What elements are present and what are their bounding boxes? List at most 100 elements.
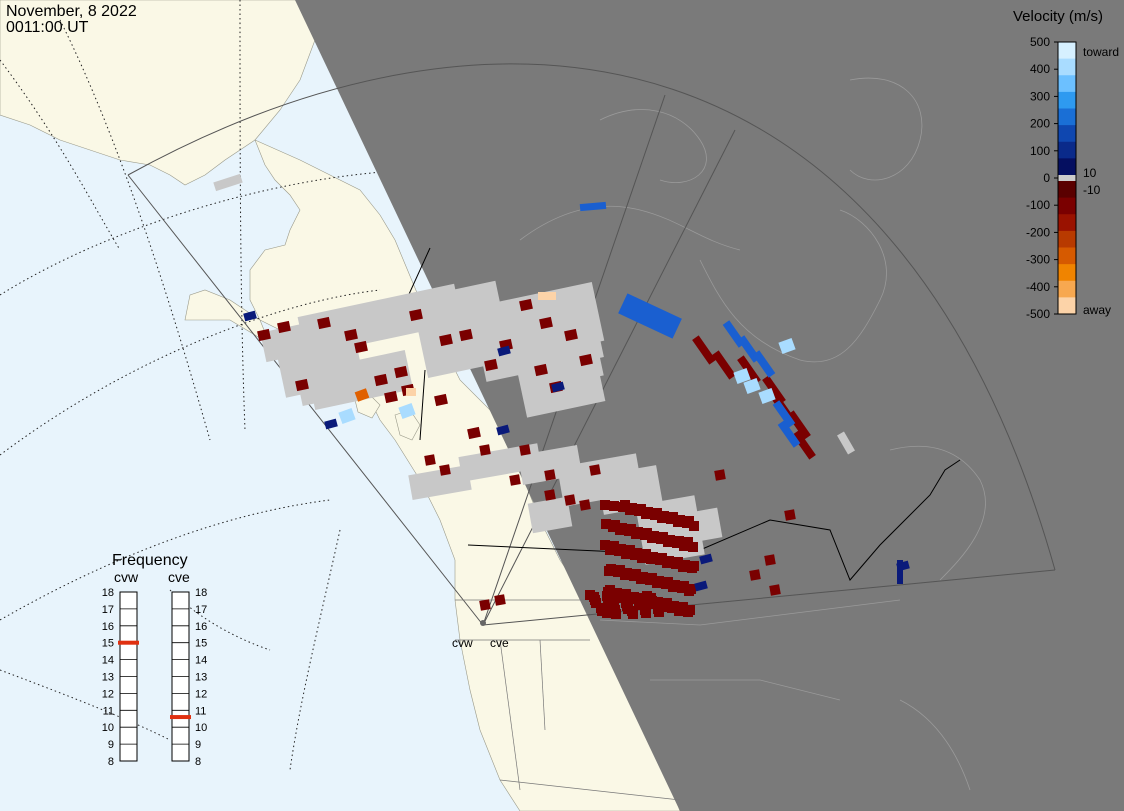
colorbar-swatch — [1058, 230, 1076, 248]
freq-tick-label: 9 — [195, 739, 201, 751]
scatter-cell — [600, 500, 610, 510]
scatter-cell — [439, 333, 453, 347]
scatter-cell — [277, 320, 291, 334]
colorbar-swatch — [1058, 181, 1076, 199]
scatter-cell — [459, 328, 473, 342]
freq-tick-label: 15 — [102, 638, 114, 650]
scatter-cell — [683, 537, 693, 547]
scatter-cell — [662, 598, 672, 608]
scatter-cell — [354, 388, 370, 402]
radar-sites: cvw cve — [452, 620, 509, 650]
freq-radar-right: cve — [168, 569, 190, 585]
colorbar-zero-band — [1058, 175, 1076, 181]
scatter-cell — [338, 407, 356, 425]
colorbar-tick-label: -200 — [1026, 225, 1050, 239]
scatter-cell — [684, 516, 694, 526]
scatter-cell — [551, 381, 565, 393]
colorbar-swatch — [1058, 91, 1076, 109]
scatter-cell — [509, 474, 521, 486]
scatter-cell — [354, 340, 368, 354]
scatter-cell — [406, 388, 416, 396]
scatter-cell — [625, 545, 635, 555]
scatter-cell — [733, 367, 751, 385]
scatter-cell — [658, 532, 668, 542]
scatter-cell — [778, 337, 796, 355]
freq-tick-label: 8 — [195, 756, 201, 768]
colorbar-tick-label: -400 — [1026, 280, 1050, 294]
pos-threshold-label: 10 — [1083, 166, 1097, 180]
scatter-cell — [627, 503, 637, 513]
colorbar-swatch — [1058, 297, 1076, 315]
scatter-cell — [616, 544, 626, 554]
scatter-cell — [589, 592, 599, 602]
scatter-cell — [606, 564, 616, 574]
freq-tick-label: 16 — [195, 621, 207, 633]
scatter-cell — [687, 507, 723, 543]
scatter-cell — [665, 535, 675, 545]
scatter-cell — [605, 585, 615, 595]
radar-label-cve: cve — [490, 636, 509, 650]
freq-tick-label: 15 — [195, 638, 207, 650]
night-shading — [295, 0, 1124, 811]
scatter-cell — [769, 584, 781, 596]
scatter-cell — [408, 464, 472, 501]
scatter-cell — [743, 377, 761, 395]
scatter-cell — [497, 345, 511, 357]
colorbar-tick-label: 200 — [1030, 117, 1050, 131]
scatter-cell — [398, 402, 416, 420]
scatter-cell — [538, 292, 556, 300]
scatter-cell — [772, 400, 796, 428]
scatter-cell — [675, 515, 685, 525]
colorbar-tick-label: -100 — [1026, 198, 1050, 212]
colorbar-tick-label: 300 — [1030, 89, 1050, 103]
colorbar-tick-label: 100 — [1030, 144, 1050, 158]
scatter-cell — [692, 335, 716, 365]
scatter-cell — [653, 604, 663, 614]
scatter-cell — [494, 594, 506, 606]
colorbar-swatch — [1058, 280, 1076, 298]
scatter-cell — [640, 605, 650, 615]
velocity-cells — [243, 201, 910, 619]
scatter-cell — [737, 355, 761, 385]
freq-tick-label: 18 — [102, 587, 114, 599]
scatter-cell — [633, 527, 643, 537]
scatter-cell — [699, 553, 713, 565]
state-lines — [455, 599, 681, 801]
scatter-cell — [564, 328, 578, 342]
colorbar-swatches — [1058, 42, 1076, 315]
scatter-cell — [674, 536, 684, 546]
scatter-cell — [647, 573, 657, 583]
freq-tick-label: 17 — [102, 604, 114, 616]
freq-tick-label: 12 — [195, 688, 207, 700]
colorbar-swatch — [1058, 141, 1076, 159]
freq-radar-left: cvw — [114, 569, 139, 585]
freq-tick-label: 17 — [195, 604, 207, 616]
freq-tick-label: 16 — [102, 621, 114, 633]
scatter-cell — [678, 602, 688, 612]
scatter-cell — [295, 378, 309, 392]
freq-tick-label: 13 — [102, 672, 114, 684]
colorbar-swatch — [1058, 108, 1076, 126]
scatter-cell — [544, 469, 556, 481]
freq-tick-label: 12 — [102, 688, 114, 700]
freq-tick-label: 8 — [108, 756, 114, 768]
scatter-cell — [643, 507, 653, 517]
scatter-cell — [837, 431, 855, 455]
colorbar-swatch — [1058, 42, 1076, 60]
freq-tick-label: 11 — [195, 705, 206, 717]
graticule — [0, 0, 431, 771]
scatter-cell — [539, 316, 553, 330]
scatter-cell — [670, 580, 680, 590]
scatter-cell — [298, 373, 362, 407]
scatter-cell — [544, 489, 556, 501]
scatter-cell — [668, 512, 678, 522]
colorbar-swatch — [1058, 75, 1076, 93]
scatter-cell — [589, 464, 601, 476]
scatter-cell — [317, 316, 331, 330]
scatter-cell — [712, 350, 736, 380]
scatter-cell — [484, 358, 498, 372]
away-label: away — [1083, 303, 1111, 317]
scatter-cell — [749, 569, 761, 581]
freq-tick-label: 14 — [195, 655, 207, 667]
freq-tick-label: 10 — [195, 722, 207, 734]
